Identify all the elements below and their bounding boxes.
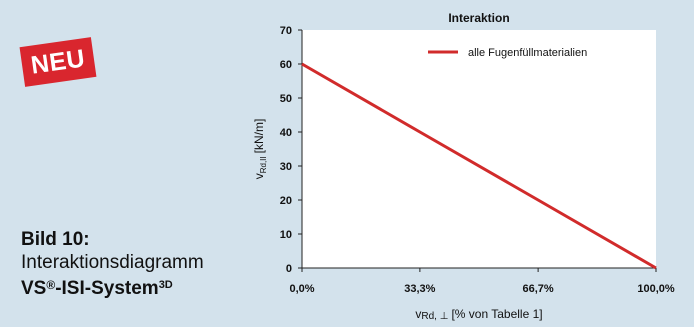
y-tick-label: 40 [280,127,292,139]
system-suffix: -ISI-System [55,278,159,299]
x-axis: 0,0% 33,3% 66,7% 100,0% [289,267,675,295]
y-axis: 0 10 20 30 40 50 60 70 [280,25,303,275]
y-tick-label: 10 [280,229,292,241]
y-tick-label: 50 [280,93,292,105]
x-axis-label-sub: Rd, ⊥ [421,311,448,322]
caption-system-name: VS®-ISI-System3D [21,274,204,300]
x-tick-label: 66,7% [523,283,554,295]
x-axis-label-unit: [% von Tabelle 1] [451,307,542,321]
caption-description: Interaktionsdiagramm [21,252,204,273]
y-axis-label-main: v [252,173,266,179]
y-axis-label: vRd,II [kN/m] [252,119,268,180]
y-tick-label: 30 [280,161,292,173]
plot-area [302,30,656,268]
x-axis-label: vRd, ⊥ [% von Tabelle 1] [415,307,542,322]
series-line [301,62,657,270]
legend-label: alle Fugenfüllmaterialien [468,47,587,59]
y-axis-label-sub: Rd,II [259,156,268,173]
legend: alle Fugenfüllmaterialien [428,47,587,59]
x-tick-label: 0,0% [289,283,314,295]
registered-mark: ® [46,278,56,292]
x-axis-label-main: v [415,307,421,321]
x-tick-label: 33,3% [404,283,435,295]
system-superscript: 3D [158,279,173,291]
series-lines [301,62,657,270]
caption-label: Bild 10: [21,229,90,250]
x-tick-label: 100,0% [637,283,675,295]
chart-title: Interaktion [448,11,509,25]
system-prefix: VS [21,278,47,299]
y-axis-label-unit: [kN/m] [252,119,266,154]
y-tick-label: 70 [280,25,292,37]
figure-caption: Bild 10: Interaktionsdiagramm VS®-ISI-Sy… [21,228,204,300]
y-tick-label: 60 [280,59,292,71]
y-tick-label: 0 [286,263,292,275]
y-tick-label: 20 [280,195,292,207]
